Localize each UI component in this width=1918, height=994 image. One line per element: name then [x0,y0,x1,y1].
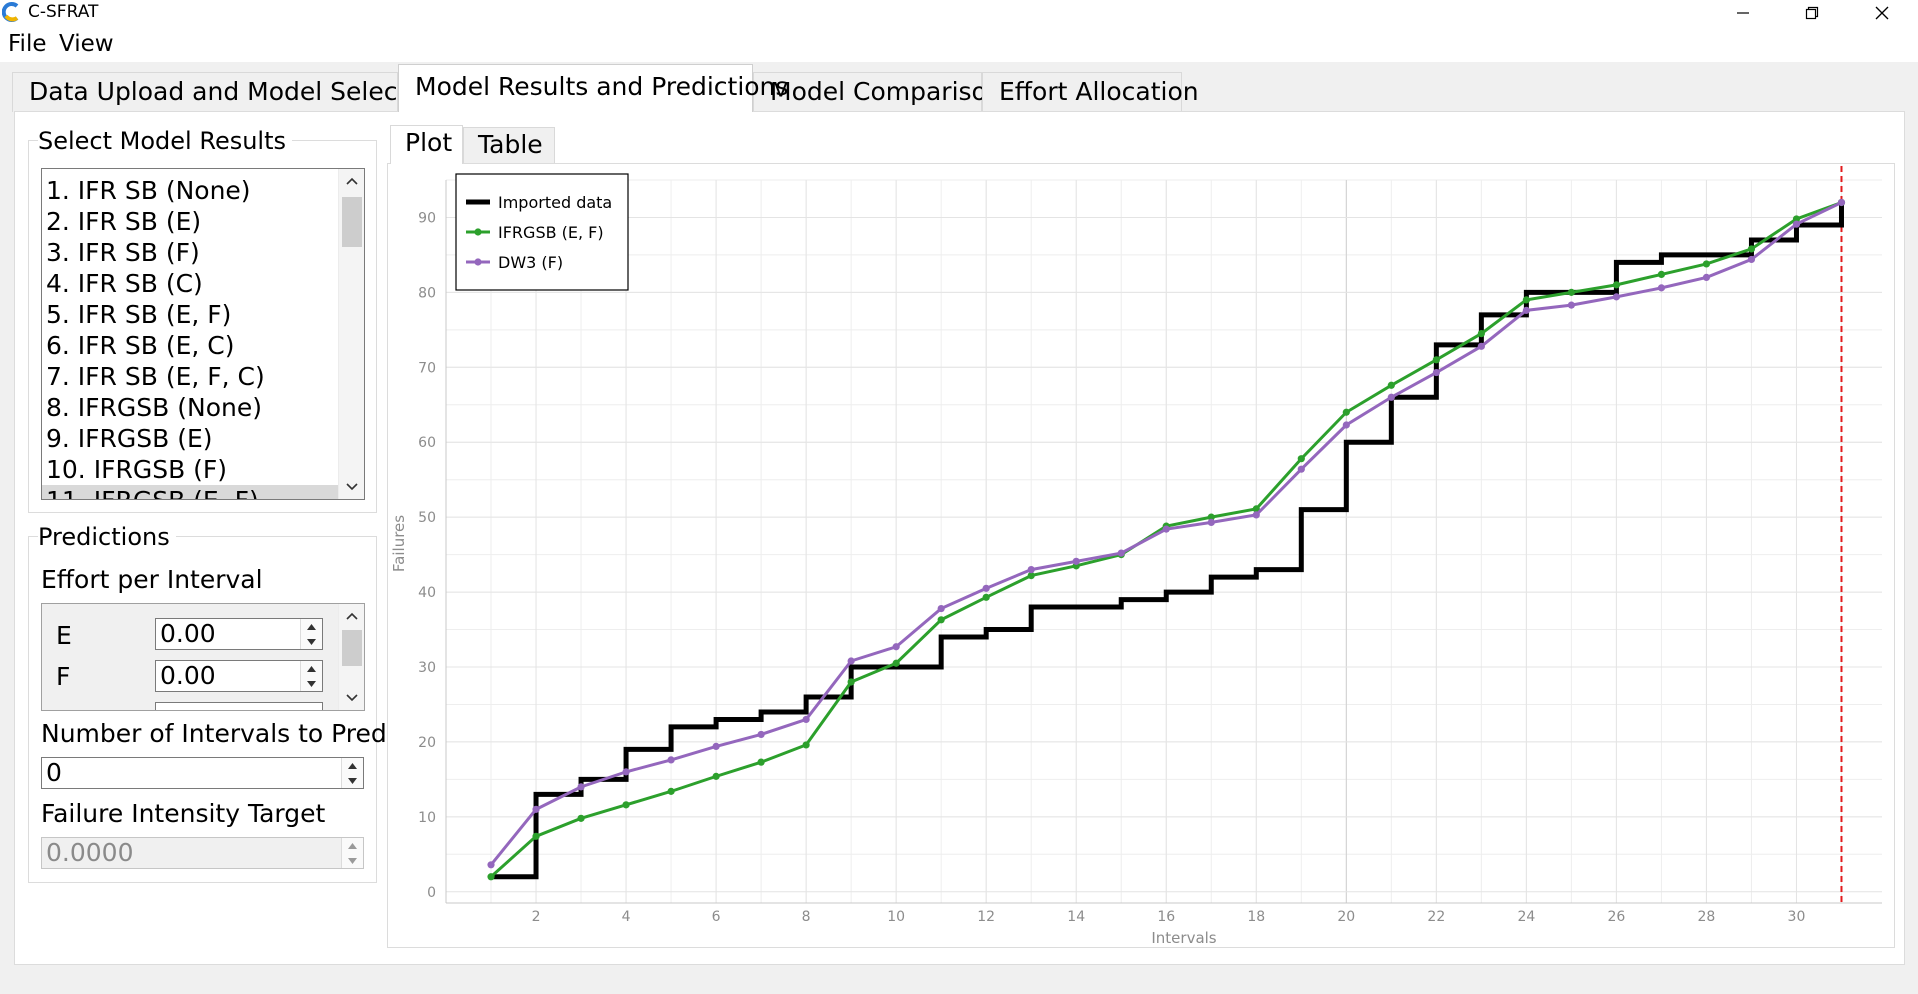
intervals-decrement[interactable] [342,773,363,788]
failure-intensity-target-label: Failure Intensity Target [41,799,326,828]
effort-f-label: F [56,662,71,691]
spin-up-icon [348,762,357,769]
scroll-up-button[interactable] [339,169,364,193]
model-result-item[interactable]: 6. IFR SB (E, C) [46,331,235,360]
effort-e-value: 0.00 [160,619,216,648]
effort-f-decrement[interactable] [301,676,322,691]
spin-down-icon [307,638,316,645]
close-icon [1875,6,1889,20]
list-scroll-thumb[interactable] [342,197,362,247]
effort-scroll-up[interactable] [339,604,364,628]
effort-f-value: 0.00 [160,661,216,690]
tab-table[interactable]: Table [463,127,555,163]
spin-up-icon [307,665,316,672]
effort-e-spinbox[interactable]: 0.00 [155,618,323,650]
model-result-item[interactable]: 7. IFR SB (E, F, C) [46,362,265,391]
spin-up-icon [348,842,357,849]
effort-f-spinbox[interactable]: 0.00 [155,660,323,692]
model-result-item[interactable]: 3. IFR SB (F) [46,238,200,267]
intensity-decrement [342,853,363,868]
scroll-down-button[interactable] [339,475,364,499]
model-result-item[interactable]: 5. IFR SB (E, F) [46,300,232,329]
failure-intensity-target-spinbox: 0.0000 [41,837,364,869]
tab-effort-allocation[interactable]: Effort Allocation [982,72,1199,112]
spin-down-icon [348,857,357,864]
model-result-item[interactable]: 10. IFRGSB (F) [46,455,228,484]
app-logo-icon [2,2,19,22]
spin-up-icon [307,623,316,630]
effort-per-interval-area: E 0.00 F 0.00 [41,603,365,711]
effort-scroll-thumb[interactable] [342,630,362,666]
window-title: C-SFRAT [28,2,99,22]
predictions-title: Predictions [38,523,176,551]
tab-data-upload[interactable]: Data Upload and Model Selection [12,72,445,112]
spin-down-icon [348,777,357,784]
effort-next-spinbox-partial[interactable] [155,702,323,710]
chevron-down-icon [346,483,358,491]
restore-icon [1805,6,1819,20]
tab-model-comparison[interactable]: Model Comparison [753,72,1003,112]
effort-e-decrement[interactable] [301,634,322,649]
intervals-to-predict-spinbox[interactable]: 0 [41,757,364,789]
model-result-item[interactable]: 9. IFRGSB (E) [46,424,213,453]
intervals-increment[interactable] [342,758,363,773]
menu-view[interactable]: View [59,31,114,57]
chevron-down-icon [346,694,358,702]
model-result-item[interactable]: 2. IFR SB (E) [46,207,202,236]
failure-intensity-target-value: 0.0000 [46,838,134,867]
predictions-group [28,536,377,883]
effort-f-increment[interactable] [301,661,322,676]
model-results-list[interactable]: 1. IFR SB (None) 2. IFR SB (E) 3. IFR SB (… [41,168,365,500]
plot-frame [387,163,1895,948]
effort-per-interval-label: Effort per Interval [41,565,263,594]
intensity-increment [342,838,363,853]
effort-e-increment[interactable] [301,619,322,634]
model-results-title: Select Model Results [38,127,293,155]
model-result-item[interactable]: 8. IFRGSB (None) [46,393,262,422]
intervals-to-predict-label: Number of Intervals to Predict [41,719,418,748]
minimize-button[interactable] [1720,0,1766,26]
model-result-item[interactable]: 4. IFR SB (C) [46,269,203,298]
chevron-up-icon [346,177,358,185]
menu-file[interactable]: File [8,31,47,57]
restore-button[interactable] [1789,0,1835,26]
intervals-to-predict-value: 0 [46,758,62,787]
tab-model-results[interactable]: Model Results and Predictions [398,64,788,112]
chevron-up-icon [346,612,358,620]
model-result-item[interactable]: 11. IFRGSB (E, F) [42,485,340,499]
minimize-icon [1737,12,1749,14]
close-button[interactable] [1859,0,1905,26]
tab-plot[interactable]: Plot [390,125,463,164]
model-result-item[interactable]: 1. IFR SB (None) [46,176,251,205]
effort-scrollbar[interactable] [338,604,364,710]
main-tab-bar: Data Upload and Model Selection Model Re… [0,62,1918,112]
menu-bar: File View [0,26,1918,62]
title-bar: C-SFRAT [0,0,1918,26]
effort-e-label: E [56,621,72,650]
spin-down-icon [307,680,316,687]
effort-scroll-down[interactable] [339,686,364,710]
list-scrollbar[interactable] [338,169,364,499]
